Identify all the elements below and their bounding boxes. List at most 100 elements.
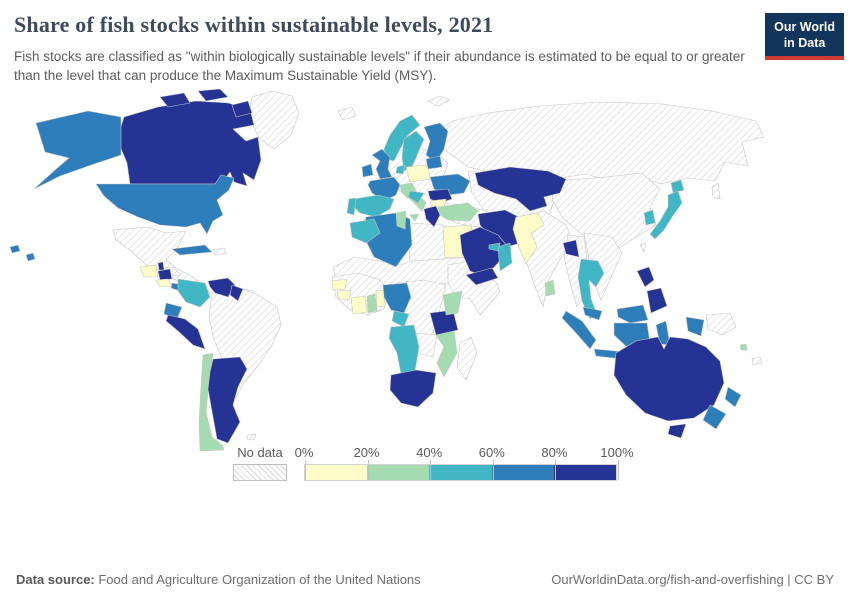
country-tunisia[interactable]: Tunisia — 20-40%	[395, 211, 407, 230]
country-south-africa[interactable]: South Africa — 80-100%	[389, 370, 437, 408]
country-united-kingdom[interactable]: United Kingdom — 60-80%	[371, 149, 393, 180]
country-benin[interactable]: Benin and Togo — 0-20%	[375, 290, 386, 308]
country-argentina[interactable]: Argentina — 80-100%	[207, 357, 248, 444]
country-pakistan[interactable]: Pakistan — 0-20%	[512, 213, 545, 265]
country-libya[interactable]: Libya — No data	[407, 223, 447, 264]
country-madagascar[interactable]: Madagascar — No data	[456, 337, 478, 381]
country-philippines-north[interactable]: Philippines — 80-100%	[636, 267, 655, 288]
country-south-korea[interactable]: South Korea — 40-60%	[643, 210, 656, 226]
country-ghana[interactable]: Ghana — 20-40%	[366, 294, 378, 314]
country-belize[interactable]: Belize — 80-100%	[157, 262, 165, 271]
legend-tick-label: 40%	[416, 445, 443, 461]
country-canada-island-3[interactable]: Canada — 80-100%	[231, 101, 253, 118]
country-new-zealand-south[interactable]: New Zealand — 60-80%	[702, 405, 727, 430]
legend-tick-mark	[367, 460, 369, 481]
country-ireland[interactable]: Ireland — 60-80%	[361, 164, 374, 178]
legend-tick-label: 80%	[541, 445, 568, 461]
page-title: Share of fish stocks within sustainable …	[14, 12, 494, 37]
country-sri-lanka[interactable]: Sri Lanka — 20-40%	[544, 280, 556, 297]
map-legend: No data 0% 20% 40% 60% 80% 100%	[0, 445, 850, 482]
country-peru[interactable]: Peru — 80-100%	[165, 315, 206, 350]
country-usa-alaska[interactable]: United States — 60-80%	[33, 111, 122, 190]
country-indonesia-sumatra[interactable]: Indonesia — 60-80%	[561, 311, 597, 350]
country-denmark[interactable]: Denmark — 40-60%	[395, 165, 406, 175]
country-angola-namibia[interactable]: Angola and Namibia — 40-60%	[388, 325, 420, 378]
country-yemen[interactable]: Yemen — 80-100%	[465, 268, 499, 286]
owid-logo-line2: in Data	[783, 35, 826, 50]
country-sakhalin[interactable]: Sakhalin — No data	[711, 183, 721, 200]
country-guatemala[interactable]: Guatemala — 0-20%	[139, 265, 159, 278]
legend-no-data-swatch[interactable]	[233, 464, 287, 482]
country-croatia[interactable]: Croatia — 40-60%	[407, 191, 425, 204]
country-malaysia-peninsula[interactable]: Malaysia — 60-80%	[582, 307, 603, 321]
country-senegal[interactable]: Senegal — 0-20%	[331, 279, 348, 291]
country-italy-sicily[interactable]: Italy — 20-40%	[409, 214, 420, 222]
country-cuba[interactable]: Cuba — 60-80%	[171, 245, 213, 256]
country-new-caledonia[interactable]: New Caledonia — No data	[751, 357, 763, 366]
country-kenya[interactable]: Kenya — 20-40%	[442, 291, 463, 316]
country-australia[interactable]: Australia — 80-100%	[613, 337, 725, 422]
legend-ticks: 0% 20% 40% 60% 80% 100%	[295, 445, 634, 464]
country-philippines-south[interactable]: Philippines — 80-100%	[646, 288, 668, 314]
country-portugal[interactable]: Portugal — 40-60%	[346, 198, 357, 216]
legend-tick-label: 20%	[353, 445, 380, 461]
legend-bin-0-20%[interactable]	[305, 465, 368, 481]
country-mozambique[interactable]: Mozambique — 20-40%	[435, 330, 458, 378]
country-iceland[interactable]: Iceland — No data	[337, 107, 357, 121]
country-turkey[interactable]: Turkey — 20-40%	[437, 203, 479, 222]
country-uae[interactable]: United Arab Emirates — 40-60%	[488, 243, 501, 252]
country-japan-hokkaido[interactable]: Japan — 40-60%	[670, 180, 685, 194]
country-indonesia-papua[interactable]: Indonesia — 60-80%	[685, 317, 705, 337]
country-sweden[interactable]: Sweden — 40-60%	[401, 131, 425, 172]
chart-footer: Data source: Food and Agriculture Organi…	[16, 572, 834, 587]
country-saudi-arabia[interactable]: Saudi Arabia — 80-100%	[459, 227, 509, 278]
owid-logo-line1: Our World	[774, 20, 835, 34]
country-canada-island-2[interactable]: Canada — 80-100%	[197, 89, 229, 102]
world-map: Greenland — No data Iceland — No data Sv…	[0, 87, 850, 487]
country-svalbard[interactable]: Svalbard — No data	[427, 96, 451, 107]
country-fiji[interactable]: Fiji — 20-40%	[739, 344, 748, 351]
country-nicaragua[interactable]: Nicaragua — 80-100%	[157, 269, 173, 281]
country-morocco[interactable]: Morocco — 40-60%	[349, 219, 381, 244]
country-guyana[interactable]: Guyana — 80-100%	[229, 285, 244, 302]
country-bangladesh[interactable]: Bangladesh — 80-100%	[562, 240, 580, 258]
legend-bin-40-60%[interactable]	[429, 465, 492, 481]
country-falkland-islands[interactable]: Falkland Islands — No data	[246, 434, 257, 441]
legend-tick-mark	[430, 460, 432, 481]
legend-tick-label: 0%	[294, 445, 314, 461]
country-taiwan[interactable]: Taiwan — No data	[639, 243, 647, 253]
country-thailand[interactable]: Thailand — 40-60%	[577, 259, 605, 320]
country-poland[interactable]: Poland — 0-20%	[405, 165, 431, 183]
country-venezuela[interactable]: Venezuela — 80-100%	[207, 278, 236, 298]
country-usa[interactable]: United States — 60-80%	[95, 175, 235, 235]
country-usa-hawaii-2[interactable]: United States — 60-80%	[25, 253, 36, 262]
country-hispaniola[interactable]: Haiti and Dominican Republic — No data	[212, 248, 227, 256]
country-costa-rica[interactable]: Costa Rica — 0-20%	[155, 279, 173, 288]
country-norway[interactable]: Norway — 40-60%	[383, 115, 421, 162]
legend-bin-20-40%[interactable]	[367, 465, 430, 481]
country-kazakhstan[interactable]: Kazakhstan — 80-100%	[474, 167, 567, 212]
country-colombia[interactable]: Colombia — 40-60%	[177, 279, 211, 308]
country-usa-hawaii-1[interactable]: United States — 60-80%	[9, 245, 21, 254]
legend-bin-80-100%[interactable]	[553, 465, 617, 481]
legend-no-data[interactable]: No data	[233, 445, 287, 482]
legend-bin-60-80%[interactable]	[491, 465, 554, 481]
country-spain[interactable]: Spain — 40-60%	[351, 195, 395, 218]
country-cote-divoire[interactable]: Cote d'Ivoire — 0-20%	[350, 296, 368, 315]
country-oman[interactable]: Oman — 40-60%	[497, 243, 513, 272]
country-russia[interactable]: Russia — No data	[427, 102, 765, 185]
legend-tick-label: 60%	[478, 445, 505, 461]
country-iran[interactable]: Iran — 80-100%	[477, 210, 526, 249]
country-papua-new-guinea[interactable]: Papua New Guinea — No data	[705, 313, 737, 336]
country-tasmania[interactable]: Australia — 80-100%	[667, 424, 687, 439]
country-greece[interactable]: Greece — 80-100%	[423, 206, 441, 228]
country-japan-honshu[interactable]: Japan — 40-60%	[649, 191, 683, 240]
country-guinea[interactable]: Guinea — 0-20%	[336, 290, 352, 301]
country-new-zealand-north[interactable]: New Zealand — 60-80%	[724, 387, 742, 408]
owid-logo[interactable]: Our World in Data	[765, 13, 844, 61]
footer-link[interactable]: OurWorldinData.org/fish-and-overfishing …	[551, 572, 834, 587]
country-baltic-states[interactable]: Baltic states — 60-80%	[425, 156, 443, 170]
country-canada-island-1[interactable]: Canada — 80-100%	[159, 93, 191, 108]
country-china[interactable]: China — No data	[551, 173, 661, 251]
country-malaysia-borneo[interactable]: Malaysia — 60-80%	[616, 305, 649, 324]
